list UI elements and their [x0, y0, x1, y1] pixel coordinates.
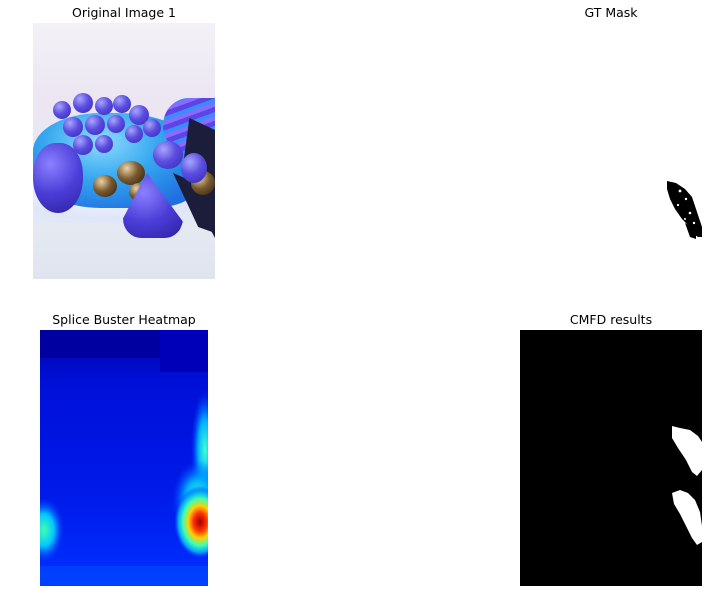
blueberry [95, 135, 113, 153]
gt-mask-title: GT Mask [584, 5, 638, 20]
splice-buster-heatmap [40, 330, 208, 586]
blueberry [73, 93, 93, 113]
heatmap-bottom-band [40, 566, 208, 586]
blueberry [53, 101, 71, 119]
cmfd-title: CMFD results [569, 312, 653, 327]
mask-region [685, 223, 696, 239]
cmfd-results [520, 330, 702, 586]
original-image-title: Original Image 1 [72, 5, 176, 20]
blueberry [181, 153, 207, 183]
blueberry [85, 115, 105, 135]
blueberry [125, 125, 143, 143]
mask-shape [667, 181, 702, 239]
blueberry [153, 141, 183, 169]
heatmap-left-cyan [40, 498, 64, 562]
mask-region [667, 181, 702, 237]
cmfd-region [672, 490, 702, 545]
hazelnut [93, 175, 117, 197]
heatmap-hotspot [174, 486, 208, 558]
hazelnut [117, 161, 145, 185]
cmfd-shapes [672, 426, 702, 545]
gt-mask [520, 23, 702, 279]
heatmap-graphic [40, 330, 208, 586]
original-image [33, 23, 215, 279]
blueberry [107, 115, 125, 133]
blueberry [143, 119, 161, 137]
blueberry [63, 117, 83, 137]
strawberry [33, 143, 83, 213]
cmfd-region [672, 426, 702, 476]
blueberry [129, 105, 149, 125]
blueberry [113, 95, 131, 113]
blueberry [73, 135, 93, 155]
heatmap-top-cell [160, 330, 208, 372]
heatmap-title: Splice Buster Heatmap [52, 312, 196, 327]
blueberry [95, 97, 113, 115]
